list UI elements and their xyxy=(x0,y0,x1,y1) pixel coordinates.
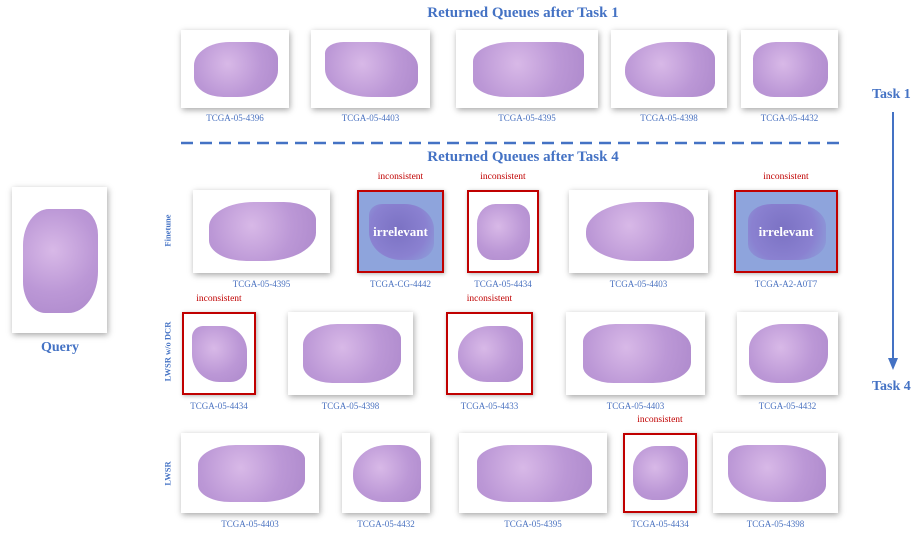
row-label: LWSR w/o DCR xyxy=(163,322,174,382)
slide-thumbnail xyxy=(737,312,838,395)
caption: TCGA-05-4398 xyxy=(301,401,401,411)
slide-thumbnail xyxy=(623,433,697,513)
caption: TCGA-05-4398 xyxy=(619,113,719,123)
caption: TCGA-05-4395 xyxy=(483,519,583,529)
caption: TCGA-05-4434 xyxy=(453,279,553,289)
tissue xyxy=(728,445,826,502)
overlay-label: irrelevant xyxy=(736,224,836,240)
figure: Returned Queues after Task 1 Returned Qu… xyxy=(0,0,917,536)
caption: TCGA-05-4432 xyxy=(740,113,840,123)
timeline-end: Task 4 xyxy=(872,379,911,395)
flag-label: inconsistent xyxy=(736,172,836,182)
caption: TCGA-05-4403 xyxy=(200,519,300,529)
caption: TCGA-05-4403 xyxy=(321,113,421,123)
row-label: LWSR xyxy=(163,444,174,504)
tissue xyxy=(625,42,716,97)
tissue xyxy=(23,209,97,313)
tissue xyxy=(477,445,592,502)
slide-thumbnail xyxy=(181,433,319,513)
tissue xyxy=(458,326,523,382)
slide-thumbnail xyxy=(342,433,430,513)
slide-thumbnail: irrelevant xyxy=(357,190,444,273)
slide-thumbnail xyxy=(569,190,708,273)
slide-thumbnail xyxy=(311,30,430,108)
tissue xyxy=(209,202,316,261)
tissue xyxy=(473,42,584,97)
slide-thumbnail xyxy=(741,30,838,108)
slide-thumbnail xyxy=(182,312,256,395)
slide-thumbnail xyxy=(611,30,727,108)
arrow-head xyxy=(888,358,898,370)
timeline-start: Task 1 xyxy=(872,87,911,103)
caption: TCGA-05-4433 xyxy=(440,401,540,411)
slide-thumbnail xyxy=(566,312,705,395)
tissue xyxy=(753,42,829,97)
flag-label: inconsistent xyxy=(351,172,451,182)
caption: TCGA-05-4432 xyxy=(738,401,838,411)
tissue xyxy=(583,324,691,383)
flag-label: inconsistent xyxy=(169,294,269,304)
tissue xyxy=(192,326,247,382)
flag-label: inconsistent xyxy=(440,294,540,304)
slide-thumbnail xyxy=(288,312,413,395)
flag-label: inconsistent xyxy=(453,172,553,182)
slide-thumbnail xyxy=(181,30,289,108)
caption: TCGA-05-4434 xyxy=(169,401,269,411)
slide-thumbnail: irrelevant xyxy=(734,190,838,273)
tissue xyxy=(353,445,422,502)
tissue xyxy=(198,445,306,502)
flag-label: inconsistent xyxy=(610,415,710,425)
tissue xyxy=(586,202,694,261)
caption: TCGA-05-4398 xyxy=(726,519,826,529)
slide-thumbnail xyxy=(193,190,330,273)
caption: TCGA-A2-A0T7 xyxy=(736,279,836,289)
caption: TCGA-05-4403 xyxy=(589,279,689,289)
tissue xyxy=(477,204,530,260)
caption: TCGA-05-4395 xyxy=(212,279,312,289)
tissue xyxy=(633,446,688,500)
caption: TCGA-05-4434 xyxy=(610,519,710,529)
caption: TCGA-05-4432 xyxy=(336,519,436,529)
slide-thumbnail xyxy=(456,30,598,108)
slide-thumbnail xyxy=(459,433,607,513)
tissue xyxy=(325,42,418,97)
query-label: Query xyxy=(20,340,100,356)
row-label: Finetune xyxy=(163,201,174,261)
slide-thumbnail xyxy=(446,312,533,395)
task4-title: Returned Queues after Task 4 xyxy=(330,149,716,166)
overlay-label: irrelevant xyxy=(359,224,442,240)
tissue xyxy=(194,42,278,97)
caption: TCGA-CG-4442 xyxy=(351,279,451,289)
caption: TCGA-05-4395 xyxy=(477,113,577,123)
caption: TCGA-05-4403 xyxy=(586,401,686,411)
tissue xyxy=(303,324,401,383)
slide-thumbnail xyxy=(12,187,107,333)
caption: TCGA-05-4396 xyxy=(185,113,285,123)
slide-thumbnail xyxy=(467,190,539,273)
tissue xyxy=(749,324,828,383)
slide-thumbnail xyxy=(713,433,838,513)
